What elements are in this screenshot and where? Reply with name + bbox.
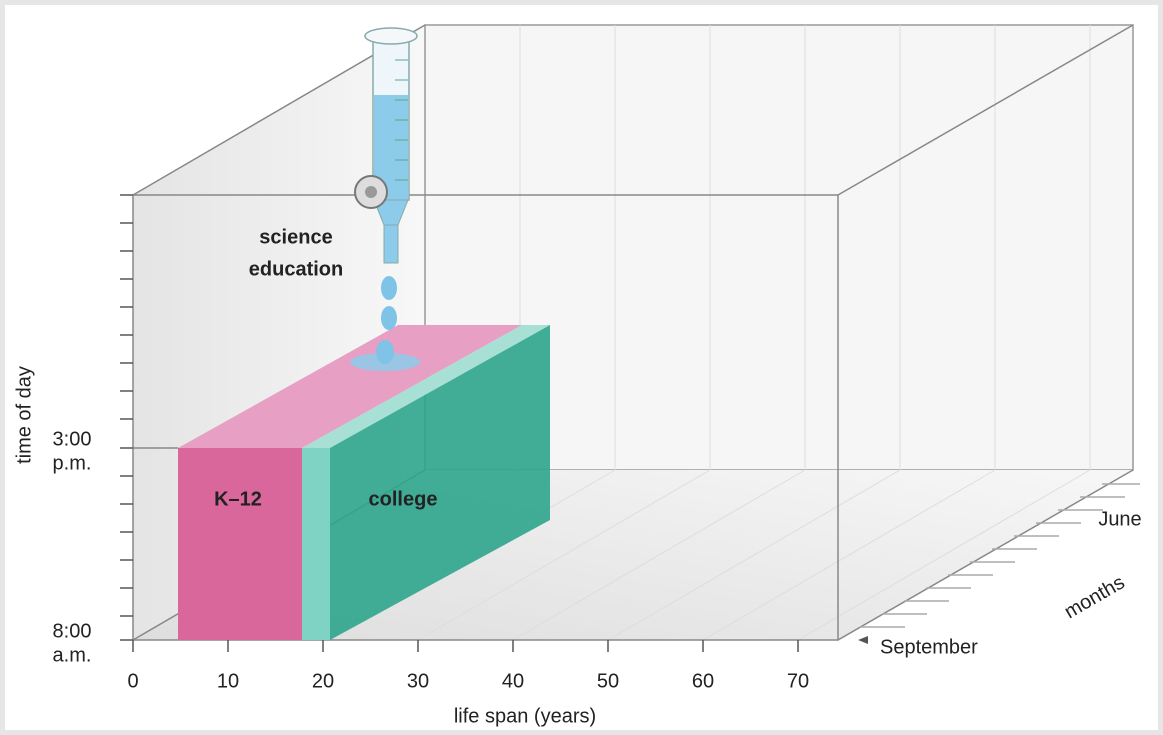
x-tick-label: 30: [407, 670, 429, 692]
block-label: K–12: [214, 488, 262, 510]
x-tick-label: 40: [502, 670, 524, 692]
college-top: [302, 325, 550, 448]
month-label: June: [1098, 508, 1141, 530]
arrowhead: [858, 636, 868, 644]
k12-front: [178, 448, 302, 640]
x-tick-label: 20: [312, 670, 334, 692]
source-label: education: [249, 258, 343, 280]
k12-top: [178, 325, 522, 448]
source-label: science: [259, 226, 332, 248]
tick-label: 3:00: [53, 428, 92, 450]
tick-label: a.m.: [53, 644, 92, 666]
burette: [350, 27, 420, 371]
x-tick-label: 70: [787, 670, 809, 692]
x-tick-label: 10: [217, 670, 239, 692]
x-tick-label: 60: [692, 670, 714, 692]
x-tick-label: 50: [597, 670, 619, 692]
block-label: college: [369, 488, 438, 510]
axis-label: life span (years): [454, 705, 596, 727]
month-label: September: [880, 636, 978, 658]
college-side: [330, 325, 550, 640]
tick-label: 8:00: [53, 620, 92, 642]
time-ticks: [120, 194, 133, 641]
college-front: [302, 448, 330, 640]
months-ticks: [860, 483, 1140, 628]
axis-label: time of day: [13, 366, 35, 464]
tick-label: p.m.: [53, 452, 92, 474]
x-tick-label: 0: [127, 670, 138, 692]
